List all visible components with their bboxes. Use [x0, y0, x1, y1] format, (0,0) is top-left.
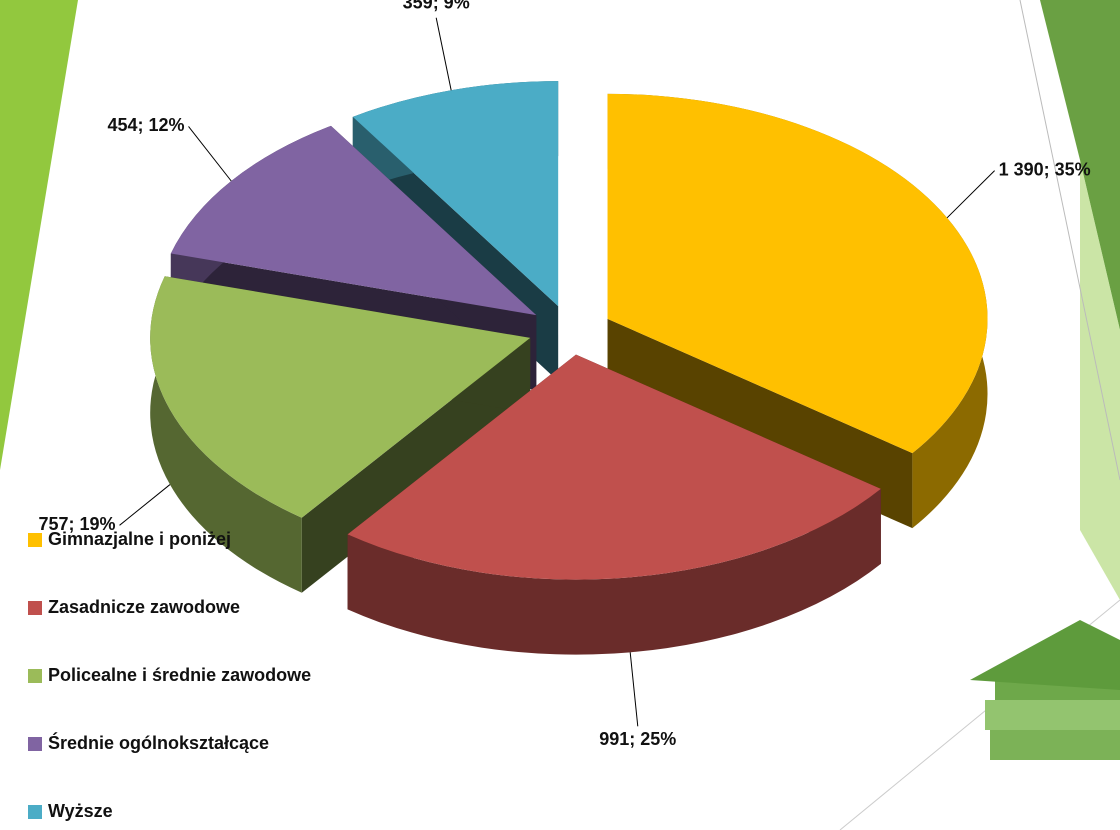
leader-line — [119, 484, 171, 526]
legend-label: Policealne i średnie zawodowe — [48, 665, 311, 685]
slice — [352, 81, 559, 307]
legend-swatch — [28, 533, 42, 547]
slice — [607, 93, 988, 454]
slice-wall — [347, 488, 881, 655]
data-label: 454; 12% — [107, 115, 184, 135]
decor-line — [1019, 0, 1120, 481]
decor-right — [1040, 0, 1120, 330]
legend-swatch — [28, 669, 42, 683]
pie: 1 390; 35% 991; 25% 757; 19% 454; 12% 359; 9… — [38, 0, 1090, 749]
decor-left — [0, 0, 78, 470]
data-label: 1 390; 35% — [999, 159, 1091, 179]
slice — [170, 125, 537, 316]
legend-swatch — [28, 737, 42, 751]
legend: Gimnazjalne i poniżej Zasadnicze zawodowe… — [28, 529, 311, 821]
decor-right-light — [1080, 160, 1120, 600]
legend-label: Gimnazjalne i poniżej — [48, 529, 231, 549]
data-label: 991; 25% — [599, 729, 676, 749]
legend-swatch — [28, 805, 42, 819]
legend-label: Średnie ogólnokształcące — [48, 732, 269, 753]
leader-line — [435, 17, 452, 91]
data-label: 757; 19% — [38, 514, 115, 534]
slice-wall — [150, 276, 302, 593]
legend-label: Zasadnicze zawodowe — [48, 597, 240, 617]
book-icon — [970, 620, 1120, 760]
legend-swatch — [28, 601, 42, 615]
leader-line — [629, 652, 639, 727]
legend-label: Wyższe — [48, 801, 113, 821]
slice — [347, 354, 881, 580]
data-label: 359; 9% — [403, 0, 470, 12]
leader-line — [946, 170, 995, 219]
slice — [150, 276, 531, 518]
leader-line — [188, 126, 232, 182]
